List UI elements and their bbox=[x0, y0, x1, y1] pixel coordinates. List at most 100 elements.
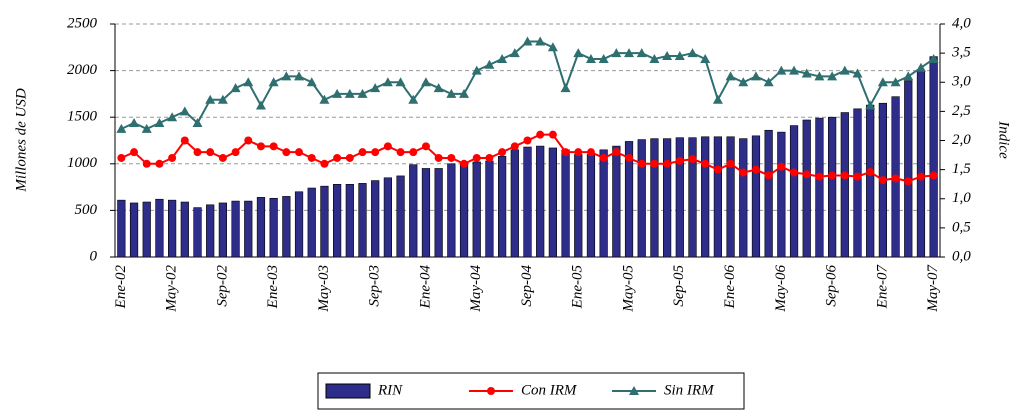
bar bbox=[269, 197, 278, 258]
line-marker bbox=[649, 53, 660, 63]
line-marker bbox=[243, 77, 254, 87]
line-marker bbox=[206, 148, 215, 157]
line-marker bbox=[116, 123, 127, 133]
x-tick-label: Ene-07 bbox=[874, 264, 890, 310]
bar bbox=[916, 70, 926, 258]
bar bbox=[396, 175, 405, 258]
line-marker bbox=[231, 148, 240, 157]
bar bbox=[409, 164, 418, 258]
line-marker bbox=[319, 94, 330, 104]
bar bbox=[586, 154, 596, 258]
line-marker bbox=[688, 155, 697, 164]
line-marker bbox=[471, 65, 482, 75]
line-marker bbox=[306, 77, 317, 87]
bar bbox=[523, 146, 532, 258]
x-tick-label: Sep-02 bbox=[214, 265, 230, 307]
line-marker bbox=[650, 159, 659, 168]
line-marker bbox=[244, 136, 253, 145]
bar bbox=[574, 154, 583, 258]
line-marker bbox=[764, 171, 773, 180]
bar bbox=[358, 183, 367, 258]
line-marker bbox=[421, 142, 430, 151]
y2-tick-label: 4,0 bbox=[952, 15, 971, 31]
bar bbox=[510, 149, 519, 258]
line-marker bbox=[536, 130, 545, 139]
line-marker bbox=[382, 77, 393, 87]
bar bbox=[371, 180, 380, 258]
line-marker bbox=[877, 77, 888, 87]
line-marker bbox=[662, 51, 673, 61]
line-marker bbox=[408, 94, 419, 104]
bar bbox=[421, 168, 431, 258]
bar bbox=[637, 139, 646, 258]
line-marker bbox=[663, 159, 672, 168]
x-tick-label: Ene-02 bbox=[113, 265, 129, 310]
bar bbox=[675, 137, 684, 258]
line-marker bbox=[840, 171, 849, 180]
bar bbox=[764, 129, 773, 258]
y-tick-label: 1500 bbox=[67, 109, 98, 125]
line-marker bbox=[928, 53, 939, 63]
line-marker bbox=[903, 71, 914, 81]
x-tick-label: May-06 bbox=[773, 265, 789, 313]
y2-tick-label: 1,5 bbox=[952, 161, 971, 177]
line-marker bbox=[701, 159, 710, 168]
line-marker bbox=[333, 153, 342, 162]
line-marker bbox=[548, 130, 557, 139]
line-marker bbox=[179, 106, 190, 116]
bar bbox=[828, 116, 837, 258]
bar bbox=[117, 199, 126, 258]
x-tick-label: Ene-03 bbox=[265, 265, 281, 309]
x-tick-label: Sep-04 bbox=[519, 265, 535, 307]
x-tick-label: May-04 bbox=[468, 265, 484, 313]
line-marker bbox=[167, 112, 178, 122]
line-marker bbox=[827, 71, 838, 81]
line-marker bbox=[332, 88, 343, 98]
line-marker bbox=[611, 48, 622, 58]
line-marker bbox=[726, 159, 735, 168]
bar bbox=[612, 145, 621, 258]
line-marker bbox=[573, 48, 584, 58]
x-tick-label: May-05 bbox=[620, 265, 636, 313]
line-marker bbox=[866, 167, 875, 176]
bar bbox=[320, 185, 329, 258]
bar bbox=[155, 198, 164, 258]
line-marker bbox=[345, 153, 354, 162]
line-marker bbox=[446, 88, 457, 98]
legend-box bbox=[317, 372, 745, 410]
line-marker bbox=[358, 148, 367, 157]
line-marker bbox=[725, 71, 736, 81]
line-marker bbox=[586, 148, 595, 157]
bar bbox=[459, 162, 469, 258]
line-marker bbox=[904, 177, 913, 186]
y2-tick-label: 2,5 bbox=[952, 103, 971, 119]
line-marker bbox=[510, 142, 519, 151]
bar bbox=[244, 200, 253, 258]
line-marker bbox=[256, 142, 265, 151]
line-marker bbox=[789, 65, 800, 75]
bar bbox=[282, 196, 291, 258]
line-marker bbox=[675, 156, 684, 165]
line-marker bbox=[612, 148, 621, 157]
line-marker bbox=[561, 148, 570, 157]
bar bbox=[142, 201, 151, 258]
y2-tick-label: 0,5 bbox=[952, 219, 971, 235]
bar bbox=[129, 202, 139, 258]
line-marker bbox=[853, 172, 862, 181]
y2-tick-label: 3,5 bbox=[951, 45, 971, 61]
line-marker bbox=[929, 171, 938, 180]
bar bbox=[688, 137, 697, 258]
bar bbox=[561, 149, 570, 258]
bar bbox=[904, 80, 913, 258]
bar bbox=[168, 199, 177, 258]
line-marker bbox=[371, 148, 380, 157]
line-marker bbox=[815, 172, 824, 181]
line-marker bbox=[129, 118, 140, 128]
line-marker bbox=[636, 48, 647, 58]
line-marker bbox=[396, 148, 405, 157]
bar bbox=[434, 168, 443, 258]
line-marker bbox=[433, 83, 444, 93]
bar bbox=[193, 207, 202, 258]
line-marker bbox=[624, 48, 635, 58]
bar bbox=[713, 136, 722, 258]
